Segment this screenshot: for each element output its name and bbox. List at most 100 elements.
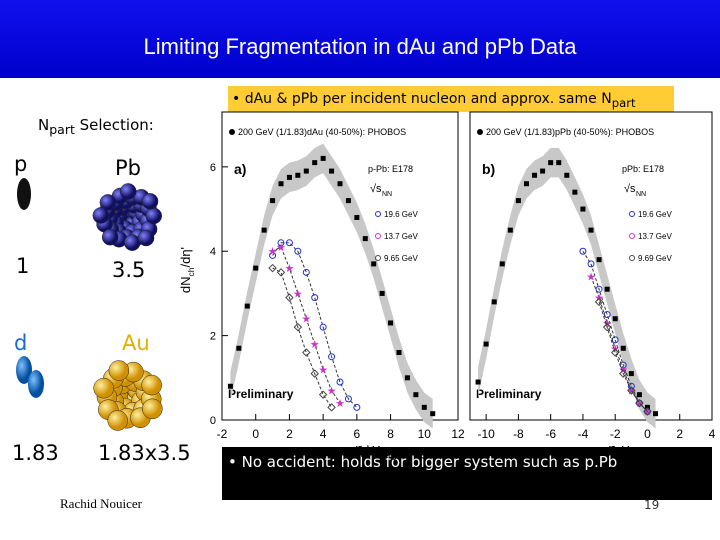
point — [499, 261, 505, 267]
panel-frame — [221, 111, 459, 421]
point — [628, 371, 634, 377]
point — [653, 411, 659, 417]
author: Rachid Nouicer — [60, 496, 142, 511]
point — [303, 168, 309, 174]
x-tick-label: 4 — [709, 427, 716, 441]
reference-label: p-Pb: E178 — [368, 164, 413, 174]
rest: Selection: — [74, 116, 154, 134]
nucleon — [107, 410, 128, 431]
point — [627, 382, 635, 390]
row-right: 3.5 — [112, 258, 146, 282]
point — [276, 268, 286, 277]
npart-label: Npart Selection: — [38, 116, 154, 137]
row-left: 1 — [16, 254, 30, 278]
point — [244, 303, 250, 309]
point — [532, 172, 538, 178]
point — [635, 398, 644, 408]
point — [371, 261, 377, 267]
point — [523, 181, 529, 187]
x-tick-label: 2 — [676, 427, 683, 441]
x-tick-label: 2 — [286, 427, 293, 441]
x-tick-label: 0 — [252, 427, 259, 441]
point — [620, 345, 626, 351]
legend-entry: 19.6 GeV — [384, 210, 418, 219]
axis-title-base: η+y — [355, 441, 380, 458]
point — [345, 198, 351, 204]
point: ★ — [276, 242, 286, 254]
x-tick-label: -4 — [578, 427, 589, 441]
error-band — [230, 143, 433, 429]
point — [604, 286, 610, 292]
axis-title-rest: /dη' — [178, 247, 193, 268]
point — [404, 375, 410, 381]
axis-title-base: η-y — [608, 441, 629, 458]
nucleon — [93, 377, 114, 399]
point — [285, 239, 293, 247]
y-tick-label: 0 — [210, 415, 216, 427]
slide-title: Limiting Fragmentation in dAu and pPb Da… — [143, 34, 577, 59]
y-tick-label: 6 — [210, 162, 216, 174]
point — [311, 294, 319, 302]
point — [564, 172, 570, 178]
point — [329, 168, 335, 174]
legend-entry: 19.6 GeV — [638, 210, 672, 219]
legend-key — [477, 129, 483, 135]
x-tick-label: -10 — [477, 427, 495, 441]
point — [643, 407, 652, 416]
point — [270, 198, 276, 204]
x-tick-label: 6 — [354, 427, 361, 441]
point — [596, 257, 602, 263]
nucleon — [142, 398, 163, 420]
point — [286, 174, 292, 180]
point — [610, 348, 620, 357]
point — [253, 265, 259, 271]
point — [421, 404, 427, 410]
row-right: Pb — [115, 156, 141, 180]
point — [636, 392, 642, 398]
nucleon — [119, 183, 137, 200]
reference-label: pPb: E178 — [622, 164, 664, 174]
x-tick-label: -2 — [610, 427, 621, 441]
series: ★★★★★★★★★ — [268, 242, 345, 410]
point — [388, 320, 394, 326]
x-tick-label: 10 — [418, 427, 432, 441]
point — [627, 386, 636, 395]
nucleon — [99, 194, 117, 211]
legend-key — [629, 255, 635, 261]
point — [337, 181, 343, 187]
point — [277, 239, 285, 247]
n-sub: part — [49, 122, 75, 137]
energy-sub: NN — [382, 191, 392, 198]
point — [548, 160, 554, 166]
point — [556, 160, 562, 166]
fit-curve — [272, 246, 341, 404]
series — [227, 143, 436, 429]
point — [362, 236, 368, 242]
nucleon — [92, 207, 110, 224]
point — [344, 395, 352, 403]
point — [483, 341, 489, 347]
point — [310, 369, 319, 378]
point — [336, 378, 344, 386]
legend-key — [375, 211, 381, 217]
point — [430, 411, 436, 417]
nucleon — [16, 356, 32, 384]
legend-entry: 200 GeV (1/1.83)dAu (40-50%): PHOBOS — [238, 127, 406, 137]
point: ★ — [310, 339, 320, 351]
point — [580, 206, 586, 212]
point: ★ — [268, 246, 278, 258]
axis-title-sub: beam — [629, 450, 653, 461]
point — [302, 268, 310, 276]
point — [507, 227, 513, 233]
x-tick-label: 0 — [644, 427, 651, 441]
point — [312, 160, 318, 166]
n: N — [38, 116, 50, 134]
axis-title-base: dN — [178, 276, 193, 293]
nucleon — [137, 229, 155, 247]
point — [302, 348, 311, 357]
proton — [17, 178, 31, 210]
point — [579, 247, 587, 255]
panel-tag: b) — [482, 161, 495, 177]
